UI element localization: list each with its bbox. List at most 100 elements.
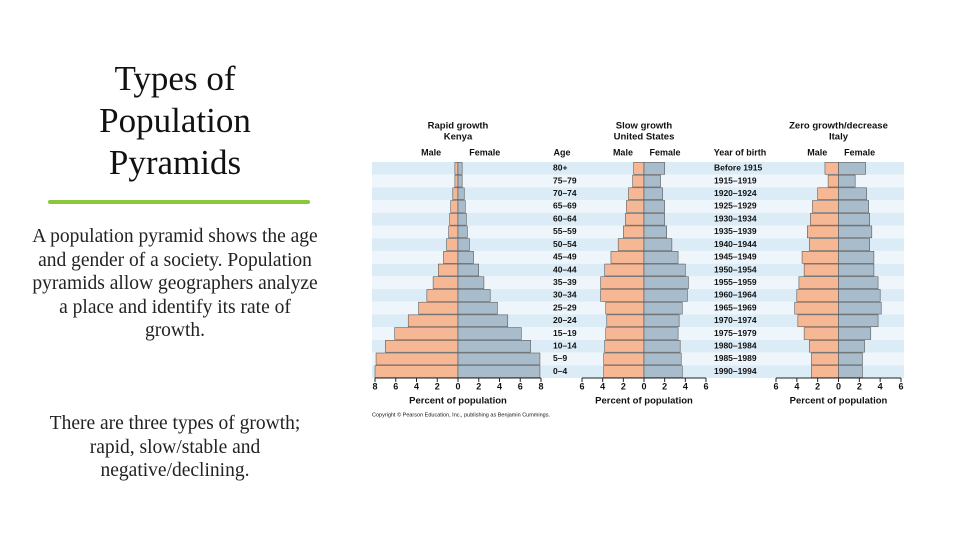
bar	[643, 162, 665, 175]
bar	[375, 352, 459, 366]
bar	[606, 314, 645, 328]
x-tick-label: 0	[641, 381, 646, 391]
bar	[797, 314, 839, 328]
bar	[457, 352, 541, 366]
bar	[385, 340, 459, 353]
bar	[838, 365, 863, 378]
bar	[457, 263, 479, 277]
x-tick-label: 0	[836, 381, 841, 391]
bar	[457, 200, 466, 213]
x-tick-label: 2	[857, 381, 862, 391]
bar	[809, 340, 839, 353]
x-axis-label: Percent of population	[790, 396, 888, 407]
year-label: 1985–1989	[714, 353, 757, 363]
x-tick-label: 6	[898, 381, 903, 391]
year-label: 1980–1984	[714, 340, 757, 350]
bar	[457, 340, 531, 353]
year-label: 1960–1964	[714, 290, 757, 300]
bar	[643, 289, 688, 302]
year-label: 1975–1979	[714, 328, 757, 338]
bar	[457, 174, 463, 188]
bar	[838, 263, 875, 277]
age-label: 25–29	[553, 302, 577, 312]
paragraph: A population pyramid shows the age and g…	[32, 226, 318, 341]
x-tick-label: 4	[794, 381, 799, 391]
chart-subtitle: Kenya	[444, 132, 473, 143]
bar	[811, 365, 839, 378]
age-header: Age	[553, 147, 570, 157]
x-tick-label: 2	[435, 381, 440, 391]
bar	[443, 251, 459, 264]
bar	[811, 352, 839, 366]
bar	[626, 200, 645, 213]
bar	[643, 225, 667, 239]
bar	[448, 225, 459, 239]
year-label: 1925–1929	[714, 201, 757, 211]
bar	[796, 289, 839, 302]
bar	[457, 212, 467, 226]
bar	[623, 225, 645, 239]
chart-title: Slow growth	[616, 121, 673, 132]
bar	[604, 340, 645, 353]
age-label: 75–79	[553, 175, 577, 185]
legend-label: Female	[469, 147, 500, 157]
chart-subtitle: Italy	[829, 132, 849, 143]
bar	[603, 352, 645, 366]
x-tick-label: 2	[476, 381, 481, 391]
bar	[603, 365, 645, 378]
paragraph: There are three types of growth; rapid, …	[49, 413, 301, 481]
bar	[838, 238, 870, 251]
bar	[643, 251, 679, 264]
age-label: 5–9	[553, 353, 567, 363]
bar	[643, 314, 680, 328]
bar	[838, 340, 865, 353]
bar	[610, 251, 645, 264]
age-label: 15–19	[553, 328, 577, 338]
x-tick-label: 4	[683, 381, 688, 391]
bar	[827, 174, 839, 188]
bar	[824, 162, 839, 175]
bar	[838, 162, 866, 175]
chart-title: Rapid growth	[428, 121, 489, 132]
bar	[810, 212, 839, 226]
bar	[643, 263, 686, 277]
bar	[625, 212, 645, 226]
legend-label: Female	[650, 147, 681, 157]
legend-label: Male	[807, 147, 827, 157]
year-header: Year of birth	[714, 147, 767, 157]
bar	[457, 327, 522, 340]
bar	[838, 225, 873, 239]
legend-label: Male	[613, 147, 633, 157]
x-tick-label: 6	[518, 381, 523, 391]
x-tick-label: 6	[773, 381, 778, 391]
bar	[643, 238, 673, 251]
bar	[794, 301, 839, 315]
bar	[807, 225, 839, 239]
bar	[838, 200, 869, 213]
x-tick-label: 6	[579, 381, 584, 391]
legend-label: Female	[844, 147, 875, 157]
year-label: 1945–1949	[714, 252, 757, 262]
bar	[605, 301, 645, 315]
bar	[838, 276, 879, 289]
x-tick-label: 2	[815, 381, 820, 391]
bar	[605, 327, 645, 340]
bar	[407, 314, 459, 328]
bar	[803, 327, 839, 340]
bar	[450, 200, 459, 213]
bar	[809, 238, 839, 251]
bar	[801, 251, 839, 264]
bar	[643, 365, 683, 378]
bar	[632, 174, 645, 188]
year-label: 1965–1969	[714, 302, 757, 312]
x-axis-label: Percent of population	[409, 396, 507, 407]
bar	[643, 174, 661, 188]
bar	[374, 365, 459, 378]
chart-title: Zero growth/decrease	[789, 121, 888, 132]
year-label: 1950–1954	[714, 264, 757, 274]
bar	[452, 187, 459, 200]
age-label: 10–14	[553, 340, 577, 350]
bar	[643, 352, 682, 366]
age-label: 0–4	[553, 366, 567, 376]
